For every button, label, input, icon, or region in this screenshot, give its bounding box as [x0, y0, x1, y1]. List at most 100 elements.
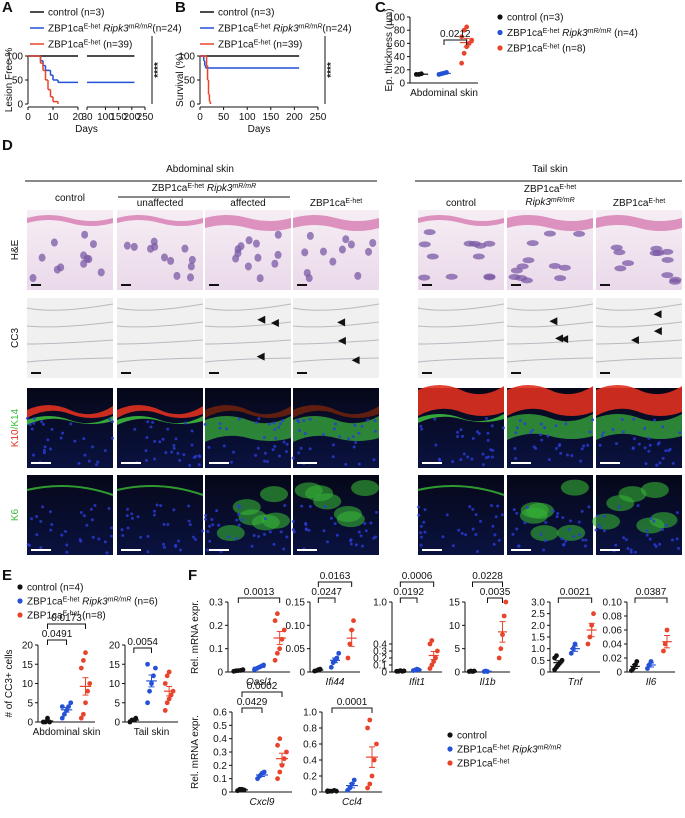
micrograph: [417, 475, 505, 555]
text-run: E-het: [63, 610, 80, 617]
nucleus: [417, 505, 421, 509]
tissue-line: [417, 339, 505, 345]
nucleus: [466, 455, 470, 459]
nucleus: [153, 457, 157, 461]
p-value: 0.0035: [480, 587, 511, 598]
nucleus: [263, 451, 267, 455]
y-tick-label: 50: [12, 76, 24, 87]
y-tick-label: 5: [27, 698, 33, 709]
text-run: Tnf: [568, 677, 584, 688]
nucleus: [235, 518, 239, 522]
nucleus: [598, 443, 602, 447]
dot: [367, 717, 373, 723]
y-tick-label: 0.3: [213, 748, 227, 759]
nucleus: [586, 443, 590, 447]
nucleus: [373, 429, 377, 433]
nucleus: [419, 535, 423, 539]
nucleus: [354, 441, 358, 445]
dot: [464, 44, 470, 50]
micrograph: [507, 385, 595, 468]
nucleus: [601, 431, 605, 435]
image-bg: [507, 298, 593, 378]
nucleus: [268, 422, 272, 426]
nucleus: [570, 454, 574, 458]
significance-bracket: [634, 597, 668, 603]
nucleus: [518, 419, 522, 423]
nucleus: [130, 512, 134, 516]
x-axis-label: Ccl4: [342, 797, 362, 808]
micrograph: [25, 388, 114, 468]
nucleus: [321, 433, 325, 437]
legend-label: control (n=3): [507, 13, 563, 24]
y-tick-label: 1.5: [531, 633, 545, 644]
nucleus: [48, 510, 52, 514]
nucleus: [677, 546, 681, 550]
dot: [277, 646, 283, 652]
nucleus: [556, 511, 560, 515]
nucleus: [257, 417, 261, 421]
x-tick-label: 20: [72, 112, 84, 123]
text-run: E-het: [84, 39, 101, 46]
y-tick-label: 0: [17, 100, 23, 111]
y-tick-label: 60: [394, 39, 406, 50]
dot: [87, 681, 93, 686]
follicle: [369, 239, 377, 248]
nucleus: [91, 445, 95, 449]
dot: [153, 665, 158, 671]
arrowhead: [549, 317, 558, 326]
nucleus: [572, 535, 576, 539]
nucleus: [357, 530, 361, 534]
y-tick-label: 0.1: [213, 774, 227, 785]
legend-label: ZBP1caE-het Ripk3mR/mR(n=24): [218, 23, 352, 35]
nucleus: [419, 424, 423, 428]
follicle: [160, 253, 168, 262]
tissue-line: [204, 321, 292, 328]
epidermis: [418, 215, 504, 226]
y-tick-label: 0.15: [286, 598, 306, 609]
nucleus: [423, 508, 427, 512]
text-run: mR/mR: [588, 28, 612, 35]
nucleus: [190, 443, 194, 447]
nucleus: [130, 516, 134, 520]
nucleus: [369, 521, 373, 525]
y-tick-label: 0.10: [286, 621, 306, 632]
nucleus: [263, 459, 267, 463]
nucleus: [241, 518, 245, 522]
nucleus: [486, 438, 490, 442]
dot: [61, 711, 67, 717]
tissue-line: [595, 357, 683, 363]
epidermis: [596, 215, 682, 231]
legend-swatch: [17, 598, 23, 604]
x-axis-label: Abdominal skin: [33, 727, 101, 738]
red-layer: [418, 385, 504, 416]
green-signal: [216, 525, 245, 542]
dot: [369, 773, 375, 779]
y-tick-label: 2.0: [531, 621, 545, 632]
nucleus: [363, 522, 367, 526]
dot: [589, 622, 595, 628]
green-layer: [205, 416, 291, 442]
nucleus: [41, 505, 45, 509]
nucleus: [204, 514, 208, 518]
p-value: 0.0054: [127, 637, 158, 648]
dot: [42, 719, 48, 725]
text-run: E-het: [493, 744, 510, 751]
y-tick-label: 0.4: [213, 734, 227, 745]
dot: [168, 692, 174, 698]
nucleus: [297, 451, 301, 455]
nucleus: [207, 445, 211, 449]
nucleus: [333, 522, 337, 526]
nucleus: [490, 504, 494, 508]
nucleus: [460, 531, 464, 535]
y-tick-label: 0.5: [213, 721, 227, 732]
dot: [587, 634, 593, 640]
row-label: K10/K14: [10, 408, 21, 447]
nucleus: [357, 431, 361, 435]
follicle: [558, 264, 571, 271]
follicle: [232, 254, 240, 263]
text-run: E-het: [63, 596, 80, 603]
follicle: [305, 274, 313, 283]
nucleus: [26, 543, 30, 547]
y-tick-label: 0: [311, 788, 317, 799]
red-layer: [205, 405, 291, 418]
